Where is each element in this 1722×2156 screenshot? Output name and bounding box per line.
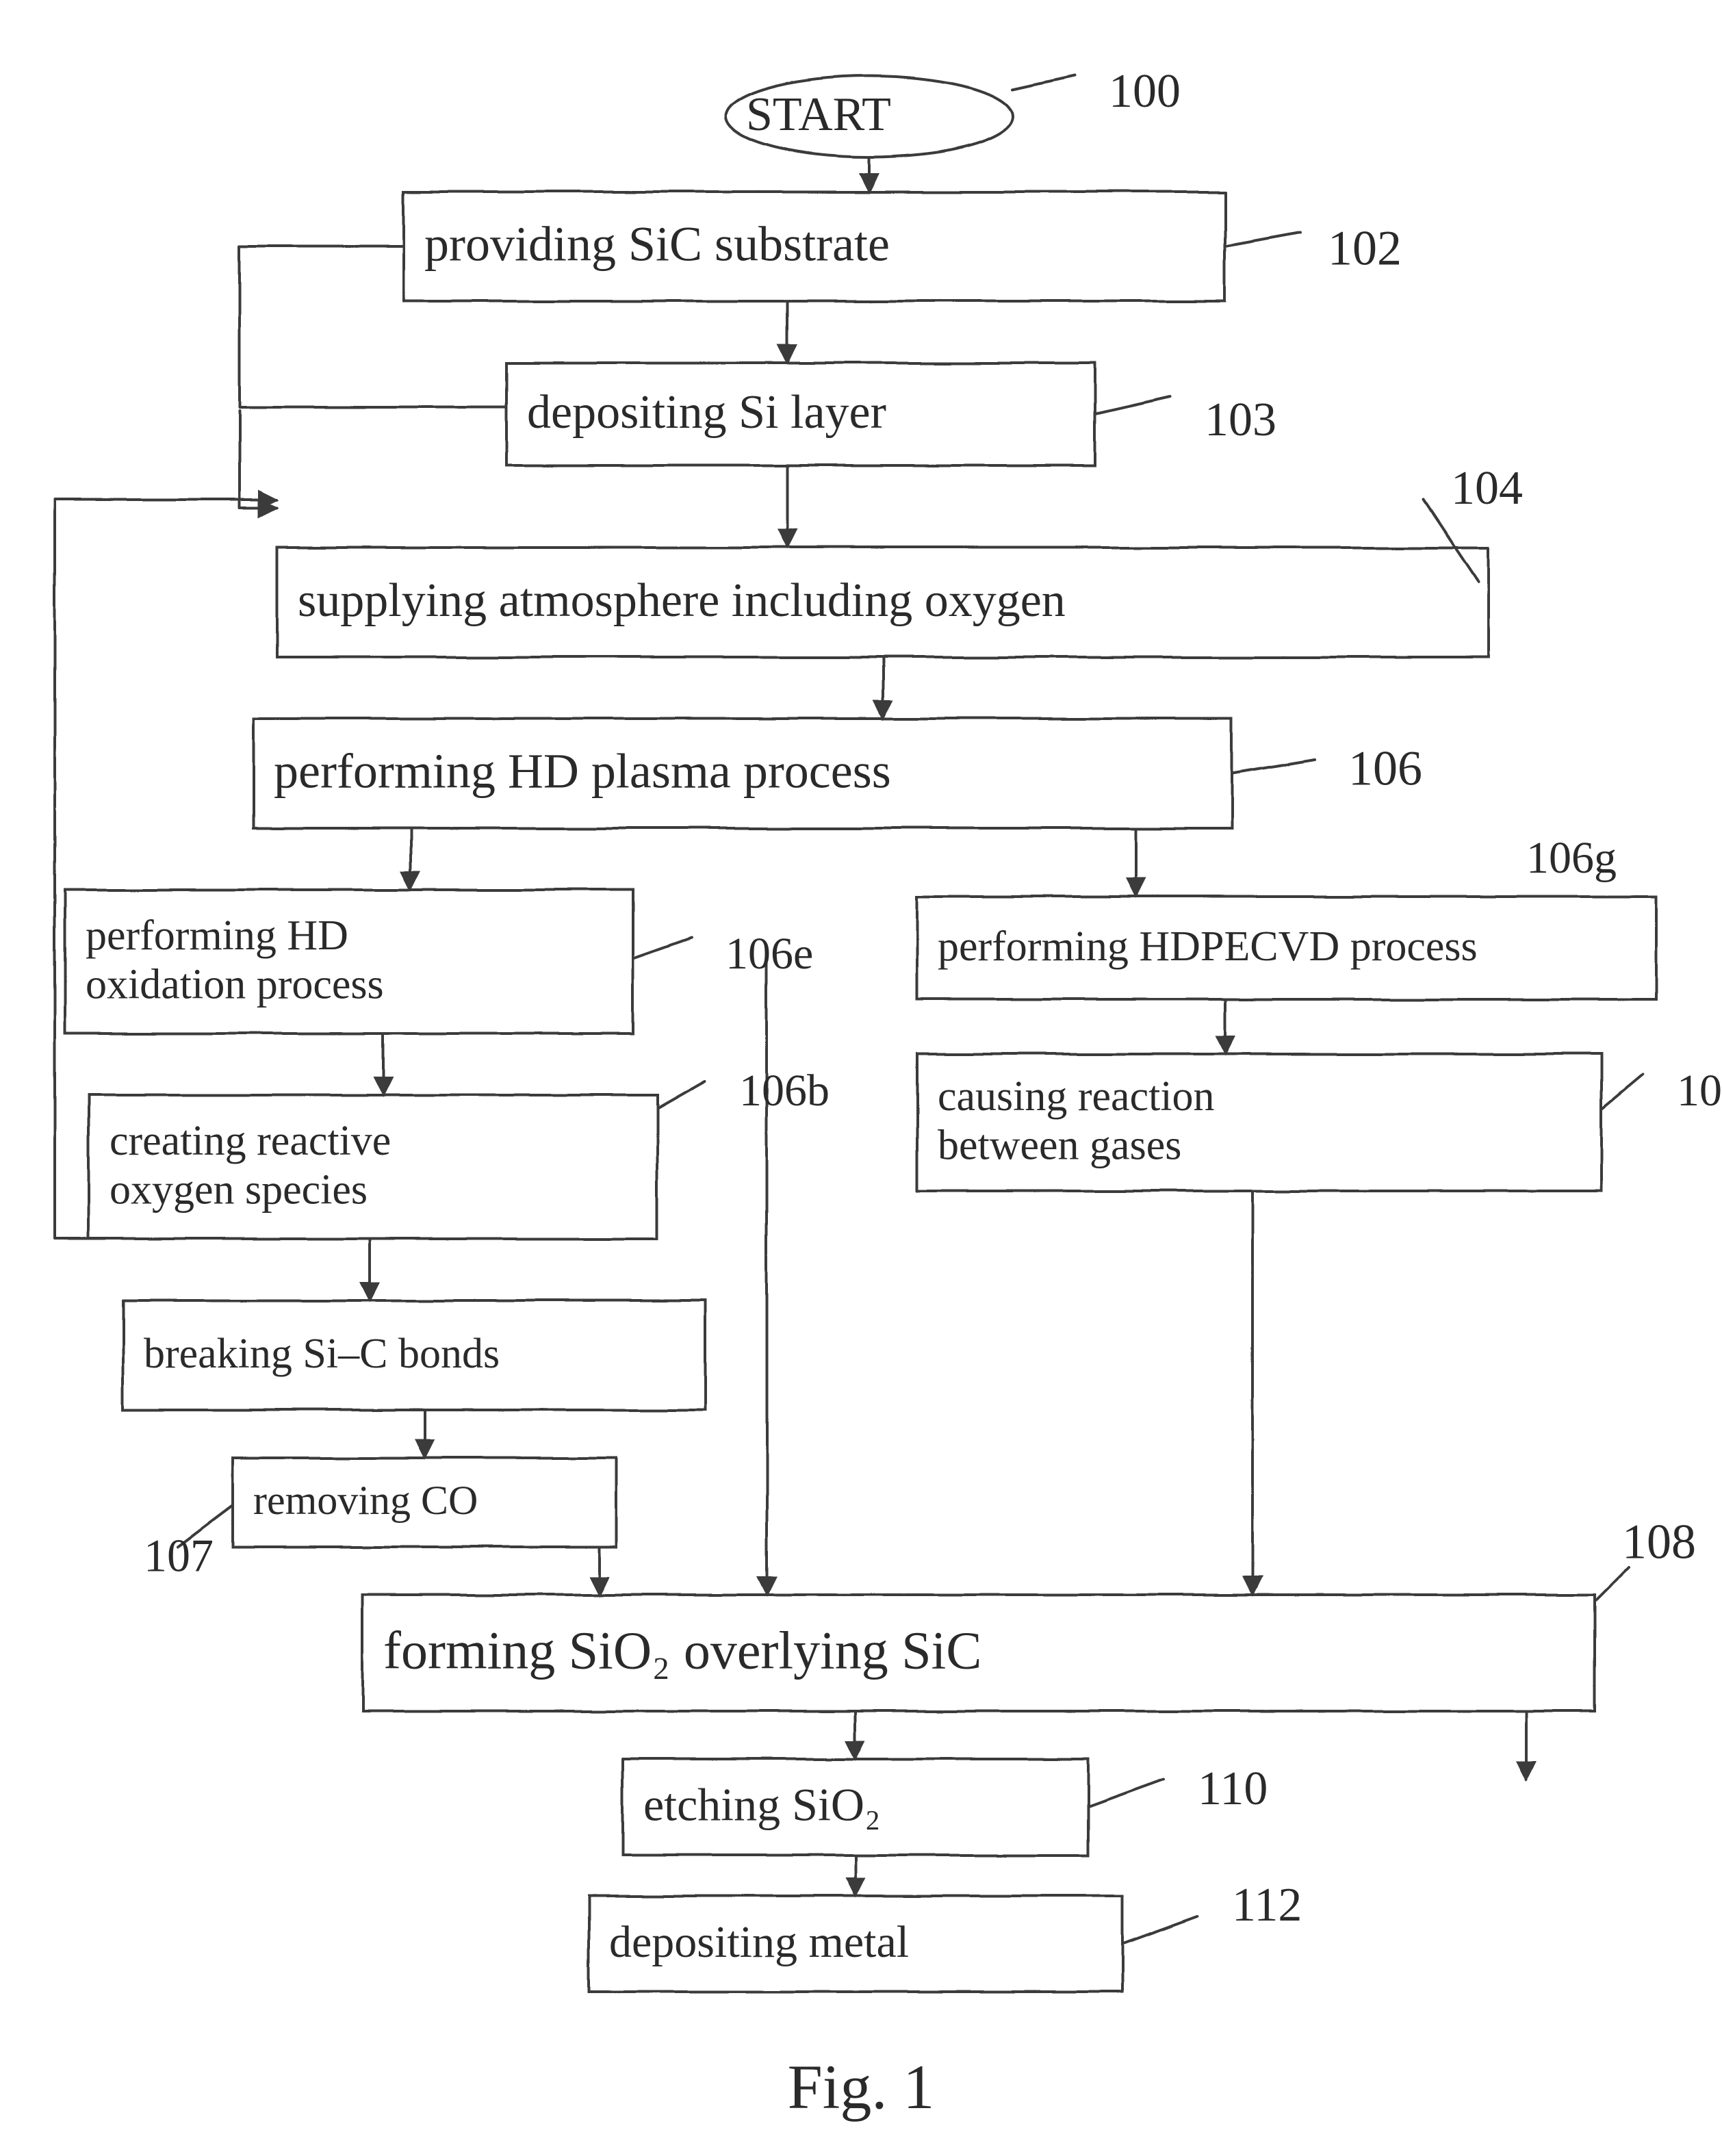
edge-lead106e-n106e <box>633 938 691 958</box>
flowchart-diagram: START 100 providing SiC substrate 102 deposi… <box>0 0 1722 2156</box>
node-text-n103: depositing Si layer <box>527 386 886 439</box>
node-text-n106h-line0: causing reaction <box>938 1073 1215 1120</box>
ref-label-108: 108 <box>1622 1515 1696 1569</box>
node-text-start: START <box>746 88 891 141</box>
node-n106b: creating reactiveoxygen species 106b <box>89 1066 830 1239</box>
node-n106: performing HD plasma process 106 <box>253 719 1422 828</box>
edge-detour-n104 <box>240 411 277 508</box>
node-n106e: performing HDoxidation process 106e <box>65 890 813 1034</box>
node-text-n112: depositing metal <box>609 1917 909 1967</box>
ref-label-106g: 106g <box>1526 833 1617 883</box>
node-nbreak: breaking Si–C bonds <box>123 1300 705 1410</box>
ref-label-106h: 106h <box>1677 1066 1722 1116</box>
edge-lead108-n108 <box>1595 1567 1629 1602</box>
ref-label-110: 110 <box>1198 1762 1268 1815</box>
edge-lead106h-n106h <box>1602 1075 1643 1109</box>
edge-lead106b-n106b <box>657 1081 705 1109</box>
ref-label-106e: 106e <box>725 929 813 979</box>
node-text-n106b-line1: oxygen species <box>110 1166 368 1213</box>
edge-lead106-n106 <box>1232 760 1314 773</box>
node-text-n110: etching SiO₂ <box>643 1779 881 1831</box>
edge-lead103-n103 <box>1095 397 1170 414</box>
ref-label-106b: 106b <box>739 1066 830 1116</box>
node-text-n102: providing SiC substrate <box>424 217 890 272</box>
node-text-n107: removing CO <box>253 1478 478 1523</box>
edge-lead100-start <box>1013 75 1075 89</box>
edge-lead110-n110 <box>1088 1780 1164 1807</box>
node-n106g: performing HDPECVD process 106g <box>917 833 1656 999</box>
ref-label-100: 100 <box>1109 65 1181 118</box>
node-text-n106b-line0: creating reactive <box>110 1118 391 1164</box>
node-start: START 100 <box>725 65 1181 157</box>
edge-lead102-n102 <box>1225 233 1300 246</box>
edge-lead112-n112 <box>1122 1916 1198 1944</box>
node-n103: depositing Si layer 103 <box>506 363 1276 465</box>
node-text-n106e-line0: performing HD <box>86 912 348 959</box>
ref-label-102: 102 <box>1328 221 1402 276</box>
ref-label-107: 107 <box>144 1530 214 1582</box>
ref-label-104: 104 <box>1451 462 1523 515</box>
node-text-nbreak: breaking Si–C bonds <box>144 1331 500 1377</box>
node-text-n106g: performing HDPECVD process <box>938 923 1478 970</box>
ref-label-106: 106 <box>1348 741 1422 796</box>
node-n108: forming SiO₂ overlying SiC 108 <box>363 1515 1696 1711</box>
node-n112: depositing metal 112 <box>589 1879 1302 1992</box>
node-n110: etching SiO₂ 110 <box>623 1759 1268 1855</box>
node-n102: providing SiC substrate 102 <box>404 192 1402 301</box>
node-text-n106h-line1: between gases <box>938 1122 1181 1168</box>
ref-label-112: 112 <box>1232 1879 1302 1932</box>
node-text-n106e-line1: oxidation process <box>86 961 384 1008</box>
figure-caption: Fig. 1 <box>788 2052 935 2122</box>
node-n104: supplying atmosphere including oxygen 104 <box>277 462 1523 657</box>
node-text-n106: performing HD plasma process <box>274 744 891 799</box>
node-n106h: causing reactionbetween gases 106h <box>917 1054 1722 1191</box>
ref-label-103: 103 <box>1205 394 1276 446</box>
nodes-layer: START 100 providing SiC substrate 102 deposi… <box>65 65 1722 1992</box>
node-text-n108: forming SiO₂ overlying SiC <box>383 1620 981 1680</box>
node-text-n104: supplying atmosphere including oxygen <box>298 574 1066 627</box>
